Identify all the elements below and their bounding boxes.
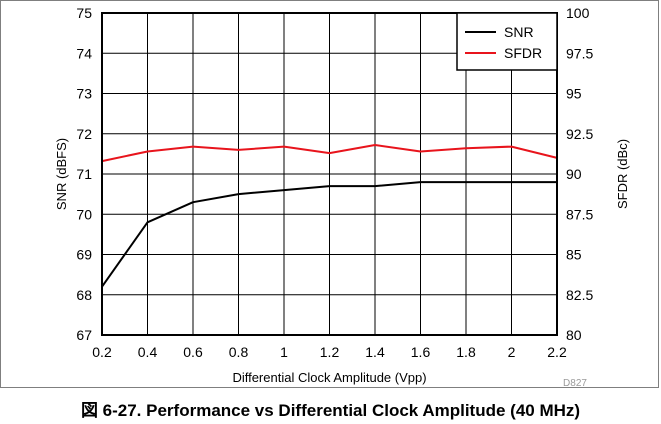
y2-axis-title: SFDR (dBc) (615, 139, 630, 209)
y2-tick-label: 97.5 (566, 45, 593, 61)
y-tick-label: 69 (76, 247, 92, 263)
y-tick-label: 71 (76, 166, 92, 182)
x-tick-label: 2 (508, 344, 516, 360)
x-tick-label: 2.2 (547, 344, 567, 360)
x-tick-label: 1.8 (456, 344, 476, 360)
y-tick-label: 74 (76, 45, 92, 61)
y2-tick-label: 95 (566, 86, 582, 102)
x-tick-label: 0.6 (183, 344, 203, 360)
series-line-sfdr (101, 144, 558, 163)
x-tick-label: 1.2 (320, 344, 340, 360)
y2-tick-label: 82.5 (566, 287, 593, 303)
plot-border (101, 12, 558, 336)
y-tick-label: 68 (76, 287, 92, 303)
figure-caption: 図 6-27. Performance vs Differential Cloc… (80, 401, 581, 420)
y2-tick-label: 100 (566, 5, 590, 21)
chart: 0.2 0.4 0.6 0.8 1 1.2 1.4 1.6 1.8 2 2.2 67 68 69 70 71 7… (54, 5, 630, 388)
y-tick-label: 72 (76, 126, 92, 142)
x-tick-label: 1.4 (365, 344, 385, 360)
y-axis-title: SNR (dBFS) (54, 138, 69, 210)
series-layer (101, 144, 558, 288)
tick-labels: 0.2 0.4 0.6 0.8 1 1.2 1.4 1.6 1.8 2 2.2 67 68 69 70 71 7… (76, 5, 593, 360)
x-tick-label: 1.6 (411, 344, 431, 360)
legend-label-snr: SNR (504, 24, 534, 40)
legend: SNR SFDR (456, 12, 558, 71)
series-line-snr (101, 181, 557, 288)
y-tick-label: 73 (76, 86, 92, 102)
y-tick-label: 75 (76, 5, 92, 21)
y2-tick-label: 90 (566, 166, 582, 182)
figure-code: D827 (563, 378, 587, 388)
legend-box (456, 12, 558, 71)
y2-tick-label: 80 (566, 327, 582, 343)
x-axis-title: Differential Clock Amplitude (Vpp) (232, 370, 426, 385)
y-tick-label: 67 (76, 327, 92, 343)
y2-tick-label: 92.5 (566, 126, 593, 142)
x-tick-label: 0.2 (92, 344, 112, 360)
x-tick-label: 0.4 (138, 344, 158, 360)
y-tick-label: 70 (76, 206, 92, 222)
x-tick-label: 0.8 (229, 344, 249, 360)
y2-tick-label: 87.5 (566, 206, 593, 222)
chart-frame (0, 0, 659, 388)
legend-label-sfdr: SFDR (504, 45, 542, 61)
y2-tick-label: 85 (566, 247, 582, 263)
x-tick-label: 1 (280, 344, 288, 360)
